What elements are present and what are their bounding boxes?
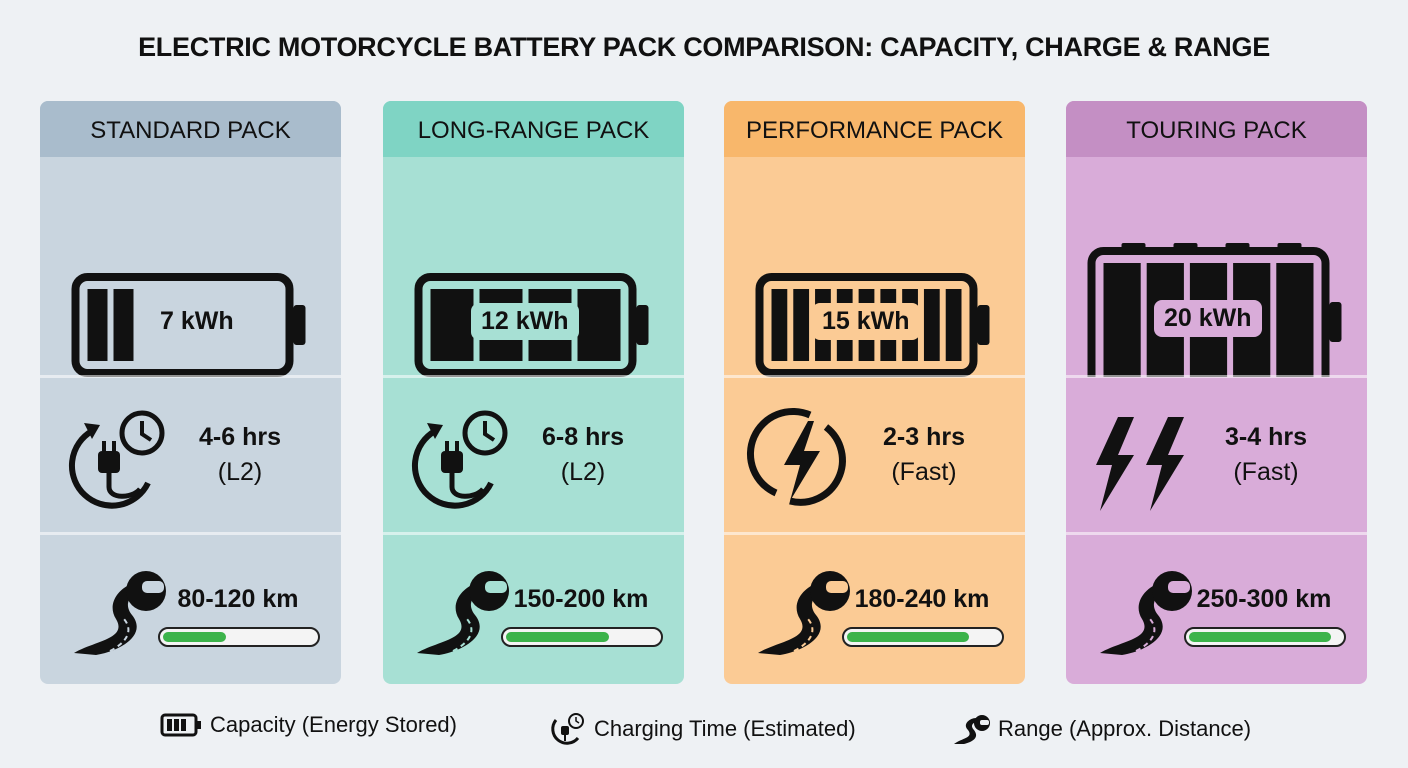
range-fill xyxy=(1189,632,1332,642)
pack-card: TOURING PACK 20 kWh 3-4 hrs (Fast) 250-3… xyxy=(1066,101,1367,684)
capacity: 7 kWh xyxy=(150,303,244,340)
pack-card: LONG-RANGE PACK 12 kWh 6-8 hrs (L2) 150-… xyxy=(383,101,684,684)
charge-time: 3-4 hrs xyxy=(1225,423,1307,451)
range-section: 80-120 km xyxy=(40,535,341,684)
capacity: 15 kWh xyxy=(812,303,920,340)
pack-card: STANDARD PACK 7 kWh 4-6 hrs (L2) 80-120 … xyxy=(40,101,341,684)
charge-icon xyxy=(746,407,846,506)
charge-type: (Fast) xyxy=(1233,458,1299,486)
legend-icon xyxy=(954,715,990,744)
title: ELECTRIC MOTORCYCLE BATTERY PACK COMPARI… xyxy=(138,32,1270,62)
range-icon xyxy=(74,571,166,655)
legend-text: Range (Approx. Distance) xyxy=(998,716,1252,741)
pack-name: PERFORMANCE PACK xyxy=(724,101,1025,157)
range-fill xyxy=(506,632,609,642)
range: 250-300 km xyxy=(1196,585,1332,613)
charge-time: 6-8 hrs xyxy=(542,423,624,451)
battery-icon xyxy=(755,273,990,377)
pack-name: LONG-RANGE PACK xyxy=(383,101,684,157)
legend-item: Range (Approx. Distance) xyxy=(952,712,1251,746)
charge-type: (L2) xyxy=(560,458,606,486)
legend-item: Charging Time (Estimated) xyxy=(548,712,856,746)
divider xyxy=(383,375,684,378)
range-fill xyxy=(163,632,227,642)
charge-time: 4-6 hrs xyxy=(199,423,281,451)
divider xyxy=(724,375,1025,378)
range: 150-200 km xyxy=(513,585,649,613)
legend-icon xyxy=(551,713,584,745)
range-bar xyxy=(1184,627,1346,647)
legend-icon xyxy=(160,713,201,737)
range-icon xyxy=(1100,571,1192,655)
divider xyxy=(383,532,684,535)
pack-name: TOURING PACK xyxy=(1066,101,1367,157)
range-bar xyxy=(501,627,663,647)
legend-text: Capacity (Energy Stored) xyxy=(210,712,457,737)
battery-icon xyxy=(1087,243,1342,377)
range-icon xyxy=(417,571,509,655)
divider xyxy=(1066,532,1367,535)
charge-type: (Fast) xyxy=(891,458,957,486)
battery-icon xyxy=(71,273,306,377)
range-section: 180-240 km xyxy=(724,535,1025,684)
divider xyxy=(724,532,1025,535)
range-section: 250-300 km xyxy=(1066,535,1367,684)
divider xyxy=(40,532,341,535)
legend-item: Capacity (Energy Stored) xyxy=(160,712,457,738)
range: 80-120 km xyxy=(177,585,299,613)
legend-text: Charging Time (Estimated) xyxy=(594,716,856,741)
charge-time: 2-3 hrs xyxy=(883,423,965,451)
battery-icon xyxy=(414,273,649,377)
charge-icon xyxy=(1096,417,1184,511)
pack-card: PERFORMANCE PACK 15 kWh 2-3 hrs (Fast) 1… xyxy=(724,101,1025,684)
divider xyxy=(40,375,341,378)
capacity: 12 kWh xyxy=(471,303,579,340)
divider xyxy=(1066,375,1367,378)
range-bar xyxy=(158,627,320,647)
range-bar xyxy=(842,627,1004,647)
charge-type: (L2) xyxy=(217,458,263,486)
range-section: 150-200 km xyxy=(383,535,684,684)
pack-name: STANDARD PACK xyxy=(40,101,341,157)
charge-icon xyxy=(68,410,165,509)
range-fill xyxy=(847,632,969,642)
capacity: 20 kWh xyxy=(1154,300,1262,337)
charge-icon xyxy=(411,410,508,509)
range-icon xyxy=(758,571,850,655)
range: 180-240 km xyxy=(854,585,990,613)
